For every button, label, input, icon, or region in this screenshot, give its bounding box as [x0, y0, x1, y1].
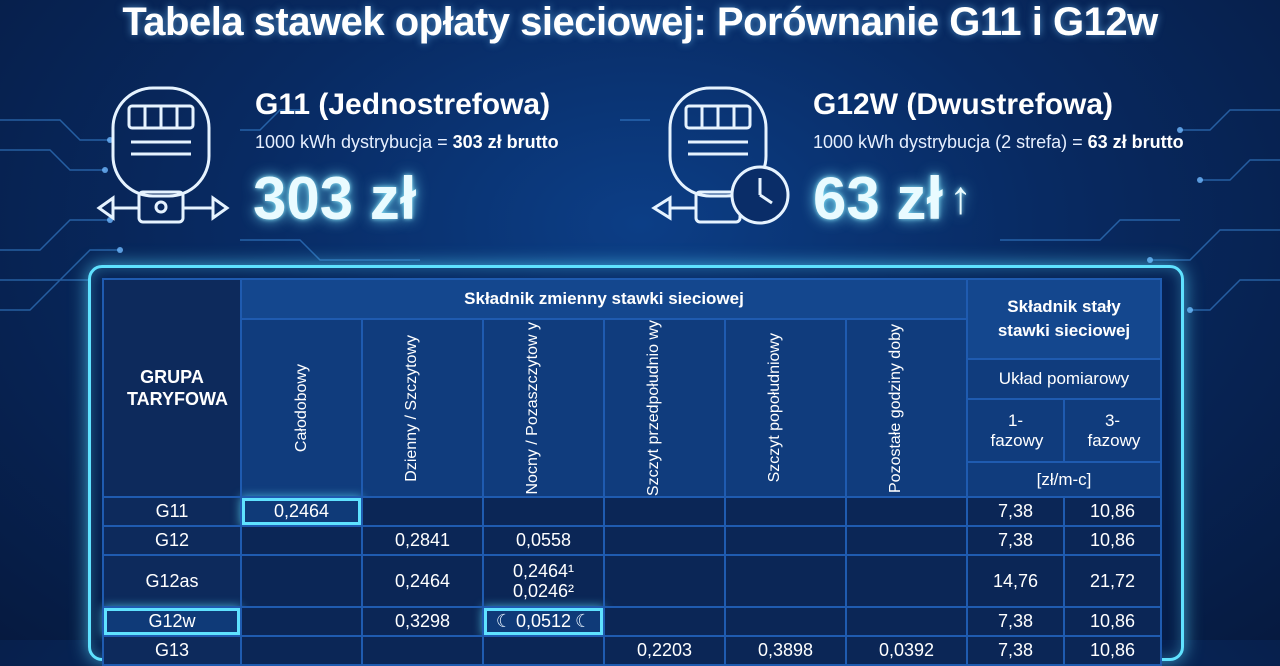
table-row: G11 0,2464 7,38 10,86	[102, 496, 1162, 528]
row-group: G13	[102, 635, 242, 666]
g11-big-value: 303 zł	[253, 165, 417, 232]
g12w-name: G12W (Dwustrefowa)	[813, 88, 1114, 121]
g12w-desc-text: 1000 kWh dystrybucja (2 strefa) =	[813, 132, 1088, 152]
electric-meter-clock-icon	[651, 86, 790, 225]
row-group: G12	[102, 525, 242, 557]
arrow-up-icon: ↑	[949, 171, 973, 223]
fixed-3phase-cell: 10,86	[1063, 525, 1162, 557]
rate-cell: 0,2203	[603, 635, 726, 666]
col-dzienny-label: Dzienny / Szczytowy	[402, 334, 420, 482]
row-group: G12as	[102, 554, 242, 609]
g12w-desc-value: 63 zł brutto	[1087, 132, 1184, 152]
fixed-1phase-cell: 7,38	[966, 606, 1065, 638]
rate-cell: 0,3898	[724, 635, 847, 666]
g12w-big-value: 63 zł ↑	[813, 164, 972, 233]
variable-component-header: Składnik zmienny stawki sieciowej	[240, 278, 968, 320]
rate-value: 0,0512	[515, 611, 572, 632]
rate-cell: 0,3298	[361, 606, 484, 638]
g11-desc-value: 303 zł brutto	[452, 132, 559, 152]
col-popoludniowy: Szczyt popołudniowy	[724, 317, 847, 499]
rate-cell: 0,2464¹ 0,0246²	[482, 554, 605, 609]
rate-cell	[845, 525, 968, 557]
g12w-big-amount: 63 zł	[813, 165, 944, 232]
phase1-header: 1-fazowy	[966, 398, 1065, 463]
phase1-label: 1-fazowy	[990, 410, 1044, 450]
rate-cell	[482, 496, 605, 528]
electric-meter-icon	[96, 86, 230, 224]
rate-cell	[603, 496, 726, 528]
g11-desc-text: 1000 kWh dystrybucja =	[255, 132, 453, 152]
fixed-component-label: Składnik stały stawki sieciowej	[997, 297, 1131, 341]
col-nocny: Nocny / Pozaszczytow y	[482, 317, 605, 499]
rate-cell	[603, 525, 726, 557]
rate-cell	[845, 606, 968, 638]
rate-cell	[361, 635, 484, 666]
rate-value-1: 0,2464¹	[512, 561, 575, 582]
col-przedpoludniowy-label: Szczyt przedpołudnio wy	[644, 320, 662, 497]
table-row: G13 0,2203 0,3898 0,0392 7,38 10,86	[102, 635, 1162, 666]
fixed-1phase-cell: 7,38	[966, 525, 1065, 557]
col-dzienny: Dzienny / Szczytowy	[361, 317, 484, 499]
rate-cell	[361, 496, 484, 528]
g12w-description: 1000 kWh dystrybucja (2 strefa) = 63 zł …	[813, 132, 1184, 153]
rates-table: GRUPA TARYFOWA Składnik zmienny stawki s…	[102, 277, 1162, 666]
page-title: Tabela stawek opłaty sieciowej: Porównan…	[122, 0, 1158, 44]
fixed-3phase-cell: 10,86	[1063, 635, 1162, 666]
rate-cell: 0,2464	[240, 496, 363, 528]
phase3-label: 3-fazowy	[1087, 410, 1141, 450]
fixed-1phase-cell: 14,76	[966, 554, 1065, 609]
phase3-header: 3-fazowy	[1063, 398, 1162, 463]
moon-icon: ☾	[495, 611, 512, 632]
rate-cell	[482, 635, 605, 666]
rate-cell	[240, 635, 363, 666]
col-calodobowy: Całodobowy	[240, 317, 363, 499]
rate-cell	[724, 554, 847, 609]
rate-cell	[240, 525, 363, 557]
col-pozostale-label: Pozostałe godziny doby	[886, 323, 904, 493]
row-group: G12w	[102, 606, 242, 638]
fixed-3phase-cell: 10,86	[1063, 606, 1162, 638]
g11-description: 1000 kWh dystrybucja = 303 zł brutto	[255, 132, 559, 153]
col-nocny-label: Nocny / Pozaszczytow y	[523, 321, 541, 495]
group-header-label: GRUPA TARYFOWA	[127, 367, 228, 410]
rate-cell	[603, 554, 726, 609]
rate-cell	[724, 606, 847, 638]
row-group: G11	[102, 496, 242, 528]
fixed-1phase-cell: 7,38	[966, 635, 1065, 666]
rate-cell	[240, 606, 363, 638]
col-calodobowy-label: Całodobowy	[292, 364, 310, 453]
fixed-component-header: Składnik stały stawki sieciowej	[966, 277, 1162, 361]
g11-name: G11 (Jednostrefowa)	[255, 88, 551, 121]
g11-panel: G11 (Jednostrefowa) 1000 kWh dystrybucja…	[95, 80, 635, 240]
fixed-3phase-cell: 10,86	[1063, 496, 1162, 528]
unit-header: [zł/m-c]	[966, 460, 1162, 499]
rate-cell: 0,0558	[482, 525, 605, 557]
rate-cell: 0,0392	[845, 635, 968, 666]
rate-value-2: 0,0246²	[512, 581, 575, 602]
col-przedpoludniowy: Szczyt przedpołudnio wy	[603, 317, 726, 499]
col-pozostale: Pozostałe godziny doby	[845, 317, 968, 499]
rate-cell	[724, 525, 847, 557]
rate-cell: ☾ 0,0512 ☾	[482, 606, 605, 638]
fixed-1phase-cell: 7,38	[966, 496, 1065, 528]
rate-cell	[845, 496, 968, 528]
col-popoludniowy-label: Szczyt popołudniowy	[765, 333, 783, 483]
fixed-3phase-cell: 21,72	[1063, 554, 1162, 609]
meter-header: Układ pomiarowy	[966, 358, 1162, 401]
rate-cell: 0,2841	[361, 525, 484, 557]
rate-cell: 0,2464	[361, 554, 484, 609]
table-row: G12w 0,3298 ☾ 0,0512 ☾ 7,38 10,86	[102, 606, 1162, 638]
table-row: G12 0,2841 0,0558 7,38 10,86	[102, 525, 1162, 557]
table-row: G12as 0,2464 0,2464¹ 0,0246² 14,76 21,72	[102, 554, 1162, 609]
rate-cell	[724, 496, 847, 528]
rate-cell	[603, 606, 726, 638]
rate-cell	[845, 554, 968, 609]
g12w-panel: G12W (Dwustrefowa) 1000 kWh dystrybucja …	[650, 80, 1270, 240]
rate-cell	[240, 554, 363, 609]
group-header: GRUPA TARYFOWA	[102, 277, 242, 499]
moon-icon: ☾	[575, 611, 592, 632]
